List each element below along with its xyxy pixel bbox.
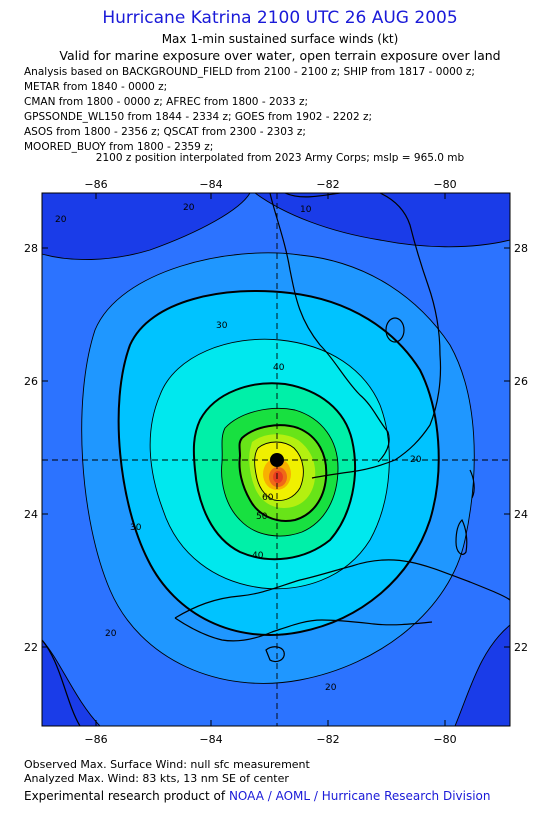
lon-tick-label: −84 xyxy=(199,178,222,191)
lat-tick-label: 24 xyxy=(514,508,528,521)
lon-tick-label: −84 xyxy=(199,733,222,746)
valid-for-note: Valid for marine exposure over water, op… xyxy=(59,48,501,63)
tick-marks xyxy=(42,193,510,726)
band-10 xyxy=(455,625,510,726)
lon-tick-label: −82 xyxy=(316,733,339,746)
source-line: ASOS from 1800 - 2356 z; QSCAT from 2300… xyxy=(24,126,306,138)
lon-tick-label: −80 xyxy=(433,733,456,746)
lat-tick-label: 24 xyxy=(24,508,38,521)
contour-label: 20 xyxy=(410,455,422,465)
contour-label: 30 xyxy=(130,523,142,533)
contour-label: 50 xyxy=(256,512,268,522)
credit-prefix: Experimental research product of xyxy=(24,789,226,803)
contour-label: 20 xyxy=(55,215,67,225)
lat-tick-label: 26 xyxy=(514,375,528,388)
lon-tick-label: −86 xyxy=(84,178,107,191)
contour-label: 10 xyxy=(300,205,312,215)
band-85 xyxy=(273,471,283,483)
observed-max-wind: Observed Max. Surface Wind: null sfc mea… xyxy=(24,758,310,771)
coastline xyxy=(42,193,510,726)
contour-label: 40 xyxy=(252,551,264,561)
contour-label-group: 10 20 20 20 20 20 30 30 40 40 50 60 xyxy=(55,203,422,693)
source-line: CMAN from 1800 - 0000 z; AFREC from 1800… xyxy=(24,96,309,108)
wind-analysis-map: 10 20 20 20 20 20 30 30 40 40 50 60 −86 … xyxy=(24,178,528,746)
credit-line: Experimental research product of NOAA / … xyxy=(24,789,491,803)
lat-tick-label: 28 xyxy=(514,242,528,255)
source-line: GPSSONDE_WL150 from 1844 - 2334 z; GOES … xyxy=(24,111,373,123)
contour-lines xyxy=(42,193,510,726)
map-subtitle: Max 1-min sustained surface winds (kt) xyxy=(161,32,399,46)
interpolation-note: 2100 z position interpolated from 2023 A… xyxy=(95,152,465,164)
contour-label: 20 xyxy=(325,683,337,693)
band-10 xyxy=(42,193,250,260)
analyzed-max-wind: Analyzed Max. Wind: 83 kts, 13 nm SE of … xyxy=(24,772,289,785)
lon-tick-label: −86 xyxy=(84,733,107,746)
source-line: METAR from 1840 - 0000 z; xyxy=(24,81,168,93)
lat-tick-label: 22 xyxy=(514,641,528,654)
contour-label: 60 xyxy=(262,493,274,503)
wind-contour-field: 10 20 20 20 20 20 30 30 40 40 50 60 xyxy=(42,193,510,726)
map-title: Hurricane Katrina 2100 UTC 26 AUG 2005 xyxy=(102,8,458,28)
lat-tick-label: 28 xyxy=(24,242,38,255)
band-10 xyxy=(255,193,510,247)
contour-lines-major xyxy=(117,290,440,636)
storm-center-marker xyxy=(270,453,284,467)
map-frame xyxy=(41,192,511,727)
contour-label: 40 xyxy=(273,363,285,373)
lon-tick-label: −80 xyxy=(433,178,456,191)
lat-tick-label: 22 xyxy=(24,641,38,654)
credit-org-link[interactable]: NOAA / AOML / Hurricane Research Divisio… xyxy=(228,789,491,803)
source-line: MOORED_BUOY from 1800 - 2359 z; xyxy=(24,141,214,153)
contour-label: 20 xyxy=(183,203,195,213)
contour-label: 30 xyxy=(216,321,228,331)
lat-tick-label: 26 xyxy=(24,375,38,388)
lon-tick-label: −82 xyxy=(316,178,339,191)
source-line: Analysis based on BACKGROUND_FIELD from … xyxy=(24,66,475,78)
contour-label: 20 xyxy=(105,629,117,639)
